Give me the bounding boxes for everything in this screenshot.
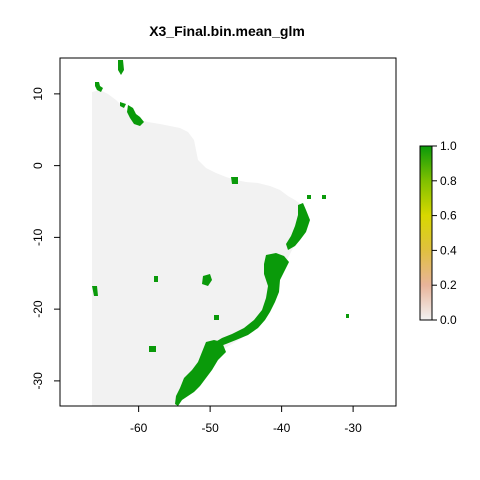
habitat-coast-dots [300, 218, 304, 224]
habitat-south [175, 340, 226, 406]
habitat-north-tip [118, 60, 124, 75]
x-tick-label: -40 [273, 421, 291, 435]
color-legend: 1.0 0.8 0.6 0.4 0.2 0.0 [419, 139, 457, 327]
habitat-east-coast-b [286, 203, 310, 250]
x-tick-label: -60 [130, 421, 148, 435]
legend-ticks: 1.0 0.8 0.6 0.4 0.2 0.0 [432, 139, 457, 327]
habitat-west-speck [120, 102, 126, 108]
x-tick-label: -50 [201, 421, 219, 435]
habitat-west-edge [92, 286, 98, 296]
y-axis: 10 0 -10 -20 -30 [31, 87, 60, 390]
habitat-island-east [346, 314, 349, 318]
habitat-atlantic-main [208, 253, 289, 354]
legend-colorbar [419, 145, 433, 321]
x-axis: -60 -50 -40 -30 [130, 406, 362, 435]
habitat-inland-a [202, 274, 212, 286]
habitat-north-small [95, 82, 103, 92]
habitat-inland-b [154, 276, 158, 282]
x-tick-label: -30 [344, 421, 362, 435]
habitat-east-coast-a [231, 177, 238, 184]
habitat-north-coast [127, 105, 144, 126]
habitat-inland-c [214, 315, 219, 320]
habitat-coast-dots-2 [307, 195, 311, 199]
plot-frame [59, 57, 397, 407]
map-area [92, 60, 349, 406]
y-tick-label: 0 [31, 162, 45, 169]
plot-title: X3_Final.bin.mean_glm [149, 23, 305, 39]
legend-tick-label: 0.0 [440, 313, 457, 327]
legend-tick-label: 0.8 [440, 174, 457, 188]
y-tick-label: 10 [31, 87, 45, 101]
y-tick-label: -30 [31, 372, 45, 390]
habitat-inland-d [149, 346, 156, 352]
legend-tick-label: 0.4 [440, 243, 457, 257]
y-tick-label: -20 [31, 300, 45, 318]
legend-tick-label: 1.0 [440, 139, 457, 153]
y-tick-label: -10 [31, 228, 45, 246]
suitable-habitat [92, 60, 349, 406]
legend-tick-label: 0.6 [440, 209, 457, 223]
legend-tick-label: 0.2 [440, 278, 457, 292]
habitat-island-ne [322, 195, 326, 199]
